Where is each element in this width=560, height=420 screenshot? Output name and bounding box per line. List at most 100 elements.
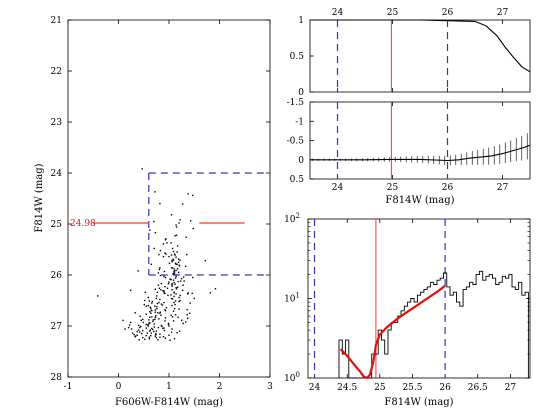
cmd-star (172, 258, 174, 260)
cmd-star (173, 292, 175, 294)
cmd-star (181, 289, 184, 291)
cmd-star (161, 325, 163, 328)
cmd-star (174, 303, 176, 306)
cmd-star (138, 324, 140, 327)
cmd-star (175, 226, 178, 228)
cmd-star (159, 267, 161, 269)
cmd-star (189, 302, 191, 304)
cmd-star (186, 308, 188, 311)
cmd-star (187, 193, 189, 195)
cmd-star (183, 280, 185, 282)
cmd-star (163, 329, 166, 332)
cmd-star (192, 276, 194, 279)
cmd-star (148, 323, 150, 325)
cmd-star (153, 326, 156, 328)
cmd-star (187, 292, 189, 294)
lf-xlabel: F814W (mag) (384, 397, 453, 408)
cmd-star (159, 298, 161, 301)
cmd-star (158, 253, 160, 256)
lf-xtick-label: 26 (439, 383, 451, 393)
cmd-star (170, 294, 172, 296)
cmd-star (169, 339, 171, 341)
cmd-star (142, 321, 144, 324)
cmd-star (185, 236, 187, 238)
cmd-star (134, 312, 136, 314)
cmd-star (157, 284, 160, 286)
cmd-ytick-label: 27 (51, 322, 63, 332)
lf-ticks: 24 24.5 25 25.5 26 26.5 27 100 101 102 (284, 212, 530, 393)
cmd-star (177, 258, 180, 260)
cmd-star (160, 282, 163, 285)
cmd-star (156, 305, 158, 308)
cmd-star (189, 312, 191, 314)
cmd-star (150, 332, 153, 334)
cmd-star (165, 306, 168, 309)
cmd-star (164, 320, 166, 322)
cmd-star (178, 296, 180, 299)
lf-ytick-label: 100 (284, 371, 300, 384)
cmd-star (97, 295, 99, 297)
cmd-star (154, 288, 157, 290)
cmd-star (176, 331, 178, 334)
cmd-star (175, 275, 177, 278)
cmd-star (165, 253, 167, 255)
cmd-star (139, 331, 141, 333)
cmd-star (170, 242, 172, 244)
cmd-star (158, 318, 160, 320)
cmd-star (133, 333, 135, 336)
cmd-star (174, 262, 177, 264)
cmd-star (204, 260, 207, 262)
cmd-star (164, 276, 167, 279)
cmd-star (164, 337, 167, 339)
cmd-star (182, 276, 185, 278)
cmd-star (176, 251, 178, 253)
lf-xtick-label: 27 (505, 383, 517, 393)
lf-xtick-label: 25 (374, 383, 386, 393)
cmd-star (171, 285, 173, 287)
cmd-star (159, 333, 161, 335)
cmd-star (145, 334, 147, 337)
cmd-xtick-label: 3 (267, 382, 273, 392)
cmd-star (165, 238, 167, 240)
completeness-panel: 24 25 26 27 0 0.5 1 (290, 8, 531, 98)
cmd-star (172, 259, 175, 261)
cmd-ytick-label: 24 (51, 169, 63, 179)
lf-panel: 24 24.5 25 25.5 26 26.5 27 100 101 102 F814W (mag… (284, 212, 531, 408)
cmd-star (176, 286, 179, 288)
cmd-star (163, 275, 165, 278)
completeness-xtick-label: 24 (332, 8, 344, 18)
cmd-star (177, 261, 180, 263)
cmd-star (153, 247, 156, 250)
cmd-star (142, 337, 144, 339)
cmd-star (142, 318, 144, 321)
lf-xtick-label: 25.5 (402, 383, 422, 393)
cmd-star (170, 214, 173, 216)
cmd-star (171, 283, 173, 286)
cmd-ylabel: F814W (mag) (34, 163, 45, 232)
cmd-star (163, 290, 165, 292)
cmd-star (145, 323, 147, 326)
cmd-star (174, 254, 176, 256)
cmd-star (173, 307, 176, 310)
cmd-star (168, 255, 170, 258)
cmd-star (139, 315, 141, 318)
cmd-star (175, 288, 178, 290)
cmd-star (159, 274, 162, 277)
bias-ytick-label: -1 (295, 117, 304, 127)
cmd-star (178, 330, 181, 332)
cmd-star (148, 338, 151, 340)
cmd-star (129, 321, 132, 324)
cmd-star (155, 333, 157, 336)
cmd-star (128, 324, 131, 326)
cmd-star (127, 326, 130, 329)
bias-xtick-label: 25 (387, 183, 399, 193)
cmd-star (144, 338, 146, 340)
cmd-star (159, 249, 162, 252)
cmd-star (166, 242, 168, 244)
cmd-star (174, 300, 177, 302)
cmd-star (157, 312, 159, 314)
completeness-ytick-label: 1 (298, 16, 304, 26)
cmd-star (173, 268, 175, 270)
cmd-star (160, 289, 162, 291)
